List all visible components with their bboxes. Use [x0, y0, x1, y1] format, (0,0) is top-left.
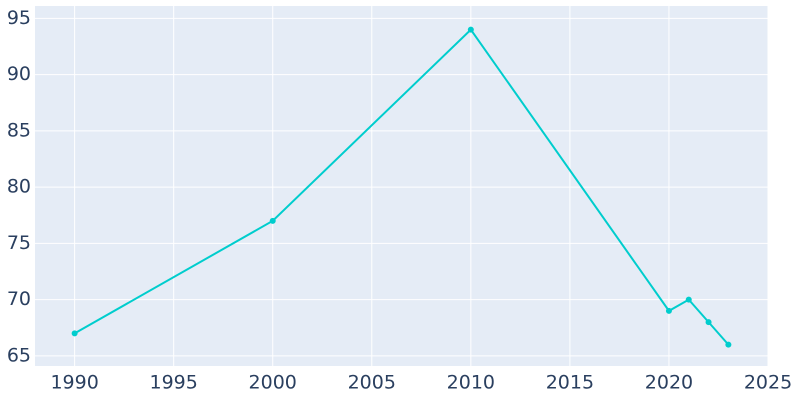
y-tick-label: 75 [7, 232, 31, 254]
x-tick-label: 2020 [645, 372, 693, 394]
x-tick-label: 1990 [50, 372, 98, 394]
point [269, 217, 276, 224]
x-tick-label: 2025 [744, 372, 792, 394]
point [467, 26, 474, 33]
y-tick-label: 95 [7, 7, 31, 29]
point [685, 296, 692, 303]
y-tick-label: 90 [7, 63, 31, 85]
point [705, 319, 712, 326]
x-tick-label: 1995 [149, 372, 197, 394]
x-tick-label: 2010 [447, 372, 495, 394]
plot-area [35, 6, 768, 366]
x-tick-label: 2000 [249, 372, 297, 394]
y-tick-label: 85 [7, 119, 31, 141]
y-tick-label: 70 [7, 288, 31, 310]
point [725, 341, 732, 348]
x-tick-label: 2015 [546, 372, 594, 394]
point [665, 307, 672, 314]
point [71, 330, 78, 337]
y-tick-label: 65 [7, 344, 31, 366]
x-tick-label: 2005 [348, 372, 396, 394]
y-tick-label: 80 [7, 176, 31, 198]
